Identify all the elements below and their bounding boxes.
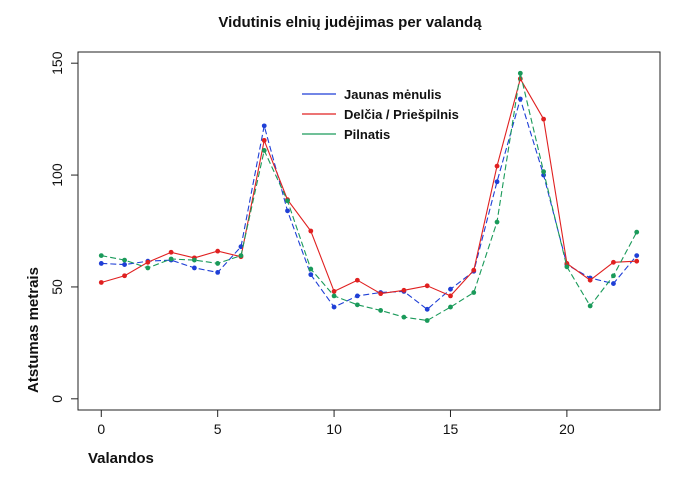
series-3-point bbox=[168, 256, 174, 262]
series-3-point bbox=[448, 304, 453, 310]
y-axis: 0 50 100 150 bbox=[49, 51, 78, 403]
legend: Jaunas mėnulis Delčia / Priešpilnis Pilnat… bbox=[302, 87, 459, 142]
series-1-point bbox=[354, 293, 360, 299]
series-2-point bbox=[494, 163, 500, 169]
series-1-point bbox=[541, 172, 546, 178]
series-3-point bbox=[192, 257, 197, 263]
y-tick-label: 100 bbox=[49, 163, 65, 187]
series-3-point bbox=[215, 261, 221, 266]
series-3-point bbox=[517, 70, 523, 76]
series-3-point bbox=[378, 308, 384, 313]
series-1-point bbox=[122, 262, 127, 267]
legend-label-3: Pilnatis bbox=[344, 127, 390, 142]
x-axis: 0 5 10 15 20 bbox=[97, 410, 575, 437]
series-1-point bbox=[98, 261, 104, 266]
series-2-point bbox=[215, 248, 221, 254]
series-3-point bbox=[145, 265, 151, 271]
series-2-point bbox=[98, 280, 104, 285]
series-2-point bbox=[471, 267, 477, 273]
series-2-point bbox=[261, 137, 267, 143]
x-tick-label: 0 bbox=[97, 421, 105, 437]
plot-frame bbox=[77, 51, 661, 411]
series-3-point bbox=[541, 169, 546, 175]
y-tick-label: 150 bbox=[49, 51, 65, 75]
series-1-point bbox=[285, 208, 290, 214]
series-3-line bbox=[101, 73, 638, 322]
y-axis-title: Atstumas metrais bbox=[25, 267, 42, 393]
series-1-point bbox=[611, 281, 616, 286]
x-tick-label: 5 bbox=[214, 421, 222, 437]
series-1-point bbox=[517, 96, 523, 102]
series-2-point bbox=[611, 259, 616, 265]
series-2-point bbox=[145, 259, 151, 265]
legend-label-2: Delčia / Priešpilnis bbox=[344, 107, 459, 122]
x-tick-label: 10 bbox=[326, 421, 342, 437]
series-2-point bbox=[401, 287, 407, 293]
series-2-point bbox=[448, 293, 453, 299]
series-3-point bbox=[122, 257, 127, 263]
y-tick-label: 50 bbox=[49, 279, 65, 295]
x-axis-title: Valandos bbox=[88, 450, 154, 467]
series-1-point bbox=[424, 306, 430, 312]
y-tick-label: 0 bbox=[49, 395, 65, 403]
series-2-point bbox=[122, 273, 127, 279]
series-1-point bbox=[261, 123, 267, 129]
series-3-point bbox=[308, 266, 314, 272]
series-1-point bbox=[238, 244, 244, 250]
series-2-point bbox=[541, 116, 546, 122]
series-3-point bbox=[238, 253, 244, 259]
series-3-point bbox=[564, 264, 570, 270]
series-3-point bbox=[634, 229, 640, 235]
series-1-point bbox=[215, 269, 221, 275]
series-2-point bbox=[587, 277, 593, 283]
series-2-point bbox=[354, 277, 360, 283]
chart-title: Vidutinis elnių judėjimas per valandą bbox=[218, 14, 482, 31]
series-1-point bbox=[331, 304, 337, 310]
series-3-point bbox=[424, 318, 430, 323]
series-1-point bbox=[494, 179, 500, 185]
series-1-line bbox=[101, 97, 638, 311]
series-1-point bbox=[308, 272, 314, 278]
series-2-point bbox=[308, 228, 314, 234]
series-3-point bbox=[494, 219, 500, 225]
legend-label-1: Jaunas mėnulis bbox=[344, 87, 442, 102]
series-2-point bbox=[168, 249, 174, 255]
series-3-point bbox=[471, 290, 477, 295]
series-2-point bbox=[331, 289, 337, 294]
series-2-point bbox=[634, 258, 640, 264]
series-2-line bbox=[101, 77, 637, 297]
series-3-point bbox=[354, 302, 360, 308]
series-3-point bbox=[611, 273, 616, 279]
series-3-point bbox=[401, 314, 407, 320]
x-tick-label: 20 bbox=[559, 421, 575, 437]
series-3-point bbox=[587, 303, 593, 309]
series-3-point bbox=[261, 148, 267, 153]
series-3-point bbox=[331, 293, 337, 299]
series-2-point bbox=[424, 283, 430, 289]
series-layer bbox=[98, 70, 640, 323]
series-2-point bbox=[378, 291, 384, 297]
series-3-point bbox=[98, 253, 104, 259]
series-1-point bbox=[634, 253, 640, 259]
series-1-point bbox=[192, 265, 197, 271]
x-tick-label: 15 bbox=[443, 421, 459, 437]
series-3-point bbox=[285, 198, 290, 204]
series-1-point bbox=[448, 286, 453, 292]
